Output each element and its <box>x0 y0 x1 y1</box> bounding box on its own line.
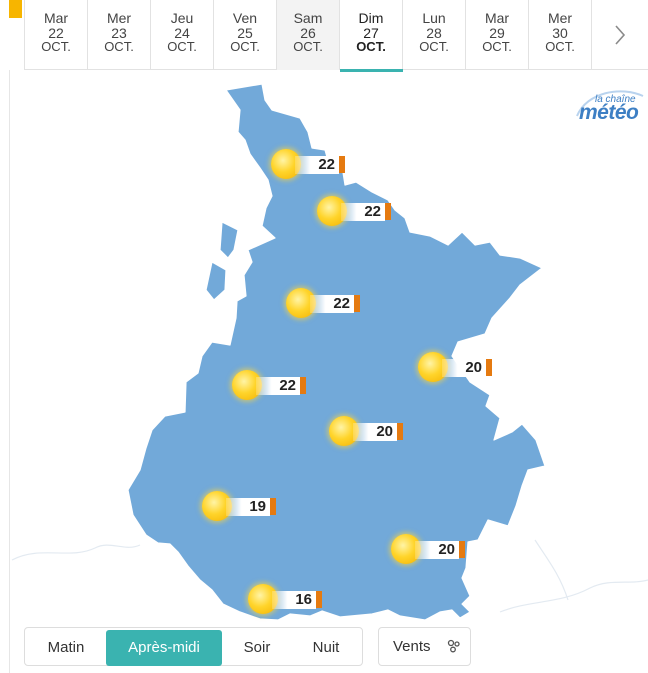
day-month: OCT. <box>104 39 134 54</box>
day-tab-dim-27[interactable]: Dim 27 OCT. <box>340 0 403 72</box>
day-number: 30 <box>552 24 568 41</box>
period-night-button[interactable]: Nuit <box>312 639 340 656</box>
day-number: 26 <box>300 24 316 41</box>
day-number: 28 <box>426 24 442 41</box>
day-tab-mar-29[interactable]: Mar 29 OCT. <box>466 0 529 70</box>
day-tab-sam-26[interactable]: Sam 26 OCT. <box>277 0 340 70</box>
day-name: Dim <box>358 10 384 26</box>
temp-bar <box>486 359 492 376</box>
temp-plate <box>256 377 300 395</box>
day-number: 24 <box>174 24 190 41</box>
temperature: 19 <box>249 498 266 515</box>
temp-plate <box>442 359 486 377</box>
temp-plate <box>353 423 397 441</box>
temp-bar <box>385 203 391 220</box>
forecast-point[interactable]: 20 <box>391 532 481 566</box>
day-month: OCT. <box>356 39 386 54</box>
wind-icon <box>447 639 460 653</box>
day-number: 23 <box>111 24 127 41</box>
day-month: OCT. <box>545 39 575 54</box>
region-map <box>127 83 546 621</box>
day-name: Mer <box>106 10 132 26</box>
forecast-point[interactable]: 20 <box>329 414 419 448</box>
temp-bar <box>397 423 403 440</box>
temperature: 20 <box>438 541 455 558</box>
temp-bar <box>459 541 465 558</box>
forecast-point[interactable]: 22 <box>232 368 322 402</box>
top-marker <box>9 0 22 18</box>
day-number: 25 <box>237 24 253 41</box>
temp-bar <box>354 295 360 312</box>
day-month: OCT. <box>41 39 71 54</box>
period-selector: Matin Après-midi Soir Nuit <box>24 627 363 666</box>
temperature: 20 <box>376 423 393 440</box>
temp-plate <box>415 541 459 559</box>
period-morning-button[interactable]: Matin <box>47 639 85 656</box>
temp-bar <box>339 156 345 173</box>
winds-label: Vents <box>393 638 431 655</box>
temp-plate <box>341 203 385 221</box>
temp-bar <box>300 377 306 394</box>
day-number: 27 <box>363 24 379 41</box>
day-name: Mer <box>547 10 573 26</box>
temp-plate <box>272 591 316 609</box>
temp-bar <box>270 498 276 515</box>
forecast-point[interactable]: 20 <box>418 350 508 384</box>
day-month: OCT. <box>293 39 323 54</box>
day-tab-lun-28[interactable]: Lun 28 OCT. <box>403 0 466 70</box>
day-name: Ven <box>232 10 258 26</box>
winds-toggle-button[interactable]: Vents <box>378 627 471 666</box>
day-month: OCT. <box>482 39 512 54</box>
chevron-right-icon[interactable] <box>592 0 648 69</box>
day-tab-jeu-24[interactable]: Jeu 24 OCT. <box>151 0 214 70</box>
temperature: 22 <box>364 203 381 220</box>
forecast-point[interactable]: 19 <box>202 489 292 523</box>
day-name: Sam <box>293 10 323 26</box>
day-name: Mar <box>43 10 69 26</box>
day-name: Jeu <box>170 10 194 26</box>
day-tab-mer-23[interactable]: Mer 23 OCT. <box>88 0 151 70</box>
day-month: OCT. <box>167 39 197 54</box>
la-chaine-meteo-logo: la chaîne météo <box>573 86 645 124</box>
temperature: 22 <box>279 377 296 394</box>
logo-main-text: météo <box>579 101 639 124</box>
day-tab-ven-25[interactable]: Ven 25 OCT. <box>214 0 277 70</box>
temperature: 22 <box>333 295 350 312</box>
day-name: Mar <box>484 10 510 26</box>
temp-plate <box>310 295 354 313</box>
forecast-point[interactable]: 22 <box>271 147 361 181</box>
temperature: 22 <box>318 156 335 173</box>
day-number: 29 <box>489 24 505 41</box>
forecast-point[interactable]: 22 <box>286 286 376 320</box>
forecast-point[interactable]: 22 <box>317 194 407 228</box>
day-month: OCT. <box>230 39 260 54</box>
day-tab-mar-22[interactable]: Mar 22 OCT. <box>25 0 88 70</box>
temp-bar <box>316 591 322 608</box>
day-tab-mer-30[interactable]: Mer 30 OCT. <box>529 0 592 70</box>
period-afternoon-button[interactable]: Après-midi <box>106 630 222 666</box>
temperature: 16 <box>295 591 312 608</box>
temp-plate <box>226 498 270 516</box>
period-evening-button[interactable]: Soir <box>243 639 271 656</box>
day-selector: Mar 22 OCT. Mer 23 OCT. Jeu 24 OCT. Ven … <box>24 0 648 72</box>
logo-small-text: la chaîne <box>595 94 636 105</box>
temperature: 20 <box>465 359 482 376</box>
day-number: 22 <box>48 24 64 41</box>
divider <box>9 70 10 673</box>
temp-plate <box>295 156 339 174</box>
forecast-point[interactable]: 16 <box>248 582 338 616</box>
day-name: Lun <box>422 10 446 26</box>
day-month: OCT. <box>419 39 449 54</box>
